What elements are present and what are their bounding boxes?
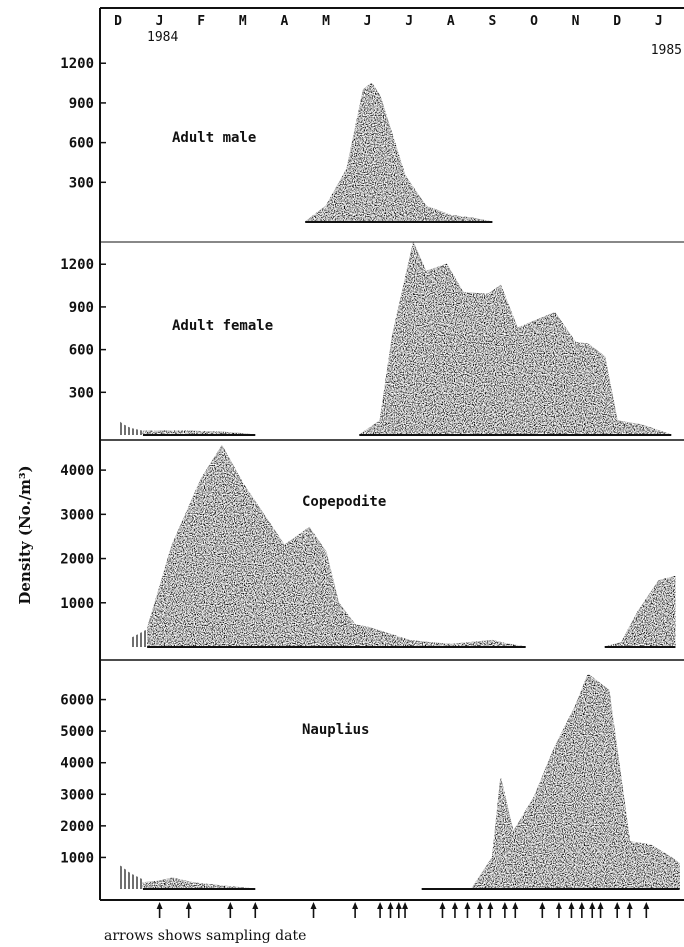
sampling-arrowhead [501, 902, 508, 909]
panel-label: Nauplius [302, 722, 369, 738]
y-tick-label: 5000 [60, 724, 94, 740]
sampling-arrowhead [512, 902, 519, 909]
density-area [142, 877, 256, 890]
sampling-arrowhead [352, 902, 359, 909]
sampling-arrowhead [626, 902, 633, 909]
month-label: F [197, 14, 205, 29]
panel-nauplius: 1000 2000 3000 4000 5000 6000 Nauplius [60, 673, 681, 890]
y-tick-label: 900 [69, 300, 94, 316]
y-tick-label: 900 [69, 96, 94, 112]
y-tick-label: 3000 [60, 507, 94, 523]
panel-copepodite: 1000 2000 3000 4000 Copepodite [60, 444, 676, 648]
y-tick-label: 300 [69, 175, 94, 191]
month-label: A [280, 14, 288, 29]
sampling-arrowhead [402, 902, 409, 909]
sampling-arrowhead [487, 902, 494, 909]
y-tick-label: 1000 [60, 596, 94, 612]
sampling-arrowhead [387, 902, 394, 909]
y-tick-label: 1200 [60, 257, 94, 273]
month-label: D [613, 14, 621, 29]
month-label: J [405, 14, 413, 29]
y-tick-label: 2000 [60, 552, 94, 568]
y-tick-label: 600 [69, 136, 94, 152]
month-label: J [364, 14, 372, 29]
sampling-arrowhead [252, 902, 259, 909]
sampling-arrowhead [597, 902, 604, 909]
sampling-arrowhead [578, 902, 585, 909]
panel-adult-male: 300 600 900 1200 Adult male [60, 56, 493, 223]
month-label: M [322, 14, 330, 29]
sampling-arrowhead [156, 902, 163, 909]
y-tick-label: 1200 [60, 56, 94, 72]
sampling-arrowhead [614, 902, 621, 909]
sampling-arrowhead [227, 902, 234, 909]
sampling-arrowhead [377, 902, 384, 909]
sampling-arrowhead [589, 902, 596, 909]
sampling-arrowhead [555, 902, 562, 909]
month-label: O [530, 14, 538, 29]
panel-adult-female: 300 600 900 1200 Adult female [60, 241, 672, 436]
hatched-area [118, 419, 143, 435]
caption: arrows shows sampling date [104, 928, 306, 944]
sampling-arrowhead [395, 902, 402, 909]
y-tick-label: 2000 [60, 819, 94, 835]
sampling-arrowhead [439, 902, 446, 909]
year-label-start: 1984 [147, 30, 178, 45]
y-tick-label: 3000 [60, 787, 94, 803]
y-tick-label: 600 [69, 343, 94, 359]
y-axis-label: Density (No./m³) [16, 465, 34, 604]
sampling-arrowhead [464, 902, 471, 909]
density-area [303, 82, 493, 223]
y-tick-label: 4000 [60, 756, 94, 772]
sampling-arrowhead [185, 902, 192, 909]
sampling-arrowhead [476, 902, 483, 909]
sampling-arrowhead [310, 902, 317, 909]
month-label: J [156, 14, 164, 29]
density-area [421, 673, 681, 890]
sampling-arrowhead [643, 902, 650, 909]
month-label: N [572, 14, 580, 29]
year-label-end: 1985 [651, 43, 682, 58]
panels: 300 600 900 1200 Adult male 300 600 900 1200 Adul… [60, 56, 681, 890]
month-label: S [488, 14, 496, 29]
y-tick-label: 6000 [60, 693, 94, 709]
month-label: M [239, 14, 247, 29]
panel-label: Adult male [172, 130, 256, 146]
month-label: J [655, 14, 663, 29]
hatched-area [118, 863, 143, 889]
panel-label: Copepodite [302, 494, 386, 510]
y-tick-label: 300 [69, 385, 94, 401]
sampling-date-arrows [156, 902, 650, 918]
density-area [604, 575, 676, 648]
y-tick-label: 4000 [60, 463, 94, 479]
y-tick-label: 1000 [60, 850, 94, 866]
density-area [146, 444, 526, 648]
sampling-arrowhead [568, 902, 575, 909]
sampling-arrowhead [451, 902, 458, 909]
density-area [357, 241, 672, 436]
hatched-area [130, 629, 148, 647]
month-label: D [114, 14, 122, 29]
month-label: A [447, 14, 455, 29]
panel-label: Adult female [172, 318, 273, 334]
sampling-arrowhead [539, 902, 546, 909]
